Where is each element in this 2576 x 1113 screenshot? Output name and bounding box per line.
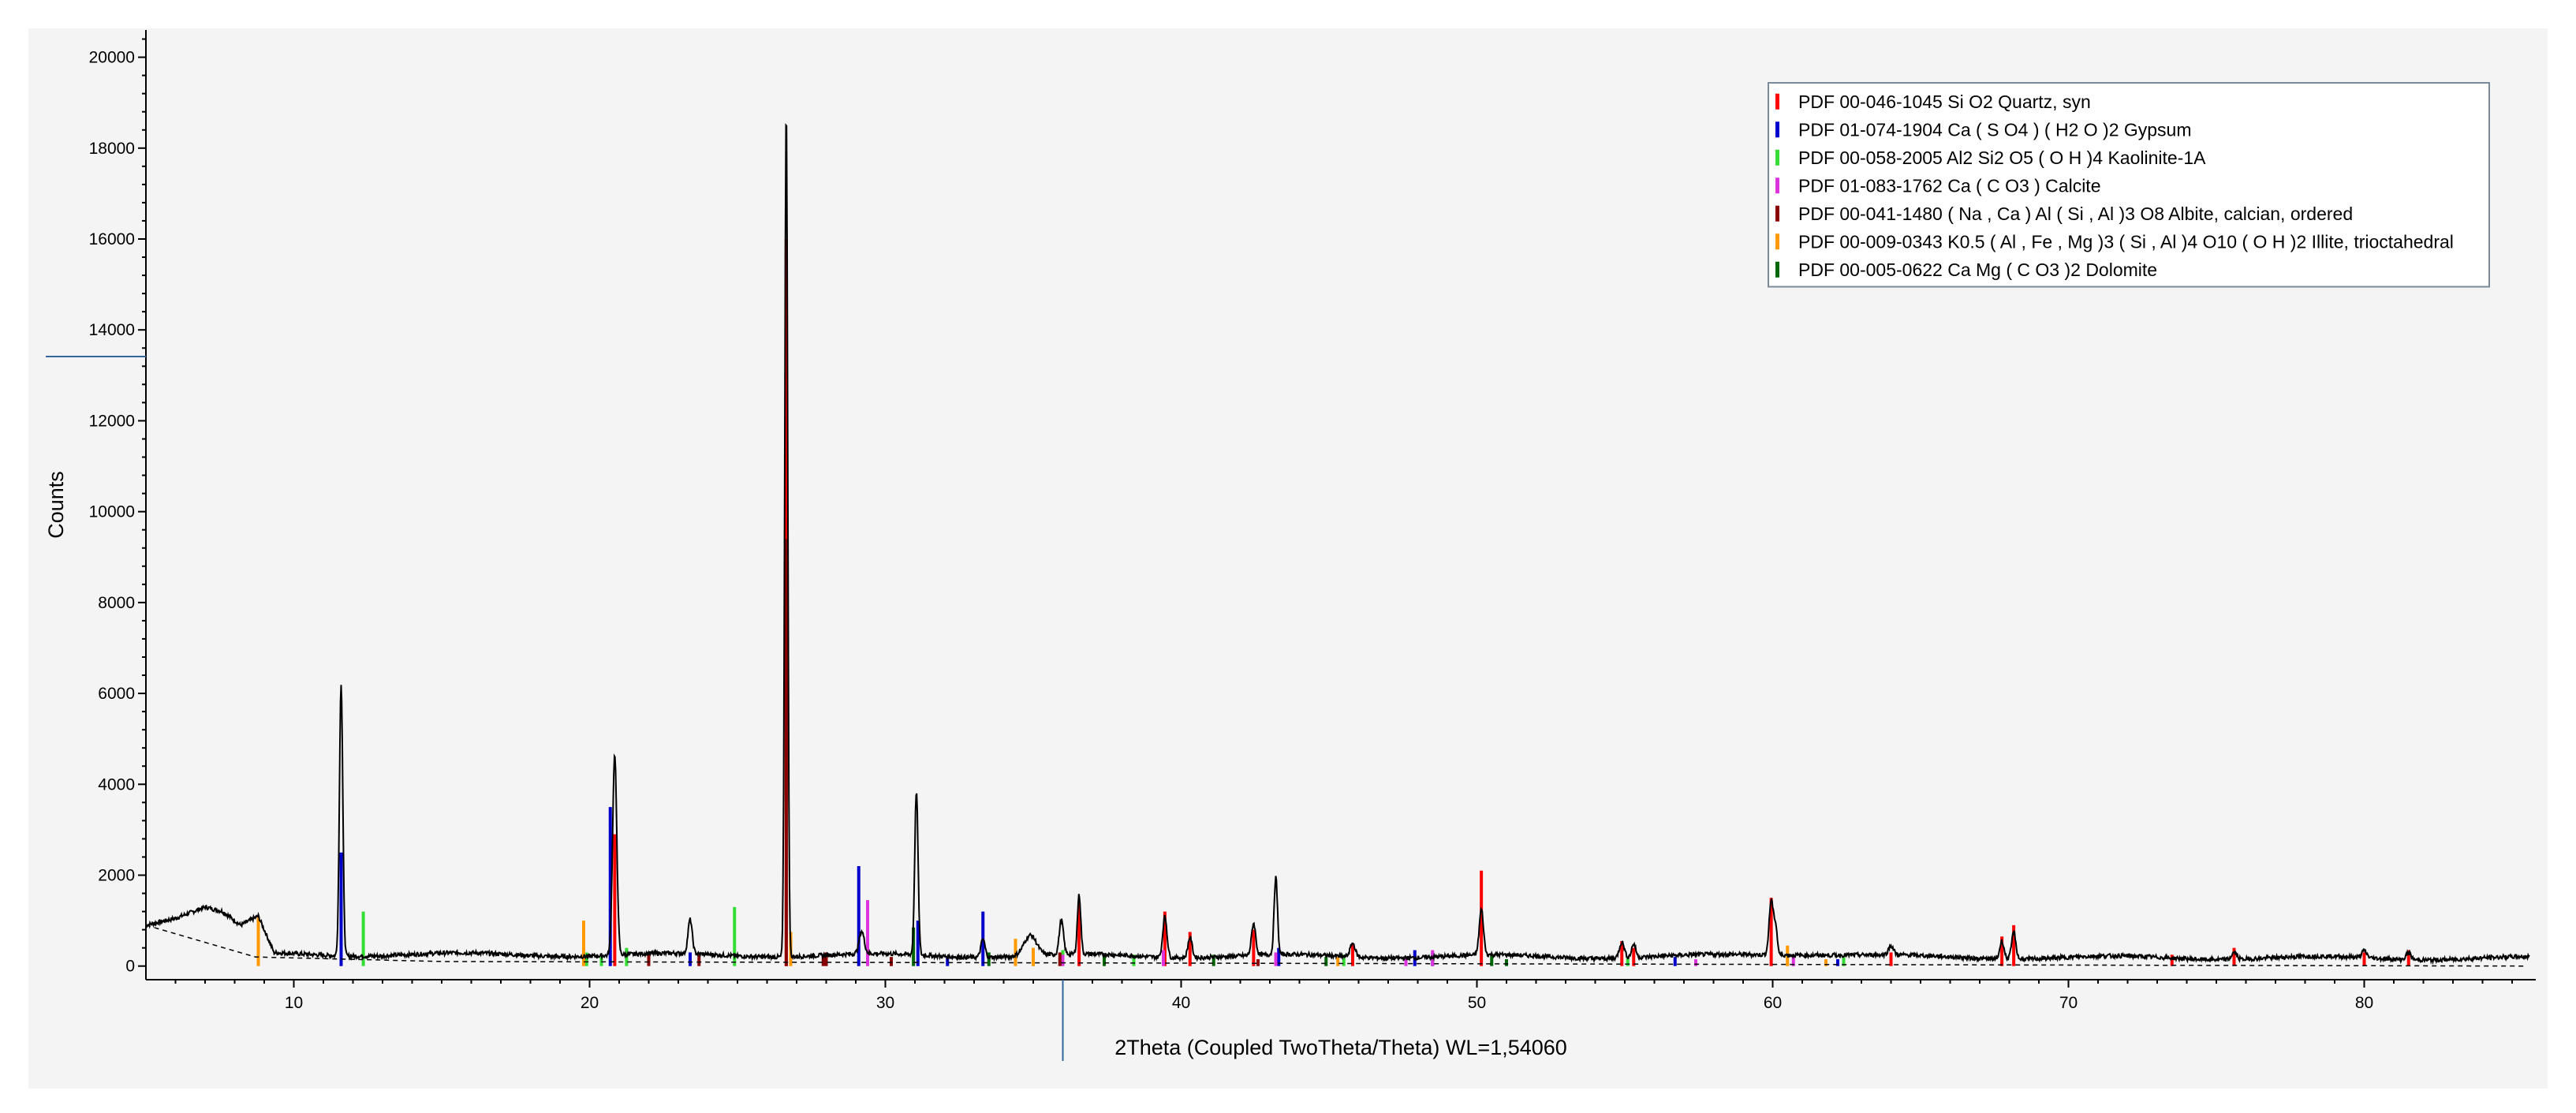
x-tick-label: 80 (2355, 994, 2373, 1012)
y-tick-label: 0 (125, 958, 135, 976)
legend-entry: PDF 00-009-0343 K0.5 ( Al , Fe , Mg )3 (… (1798, 231, 2454, 252)
y-tick-label: 4000 (98, 775, 135, 794)
labels-group: Counts 2Theta (Coupled TwoTheta/Theta) W… (44, 471, 1567, 1059)
y-axis-label: Counts (44, 471, 68, 539)
x-tick-label: 40 (1172, 994, 1190, 1012)
y-tick-label: 16000 (89, 230, 135, 248)
axes-group: 0 2000 4000 6000 8000 10000 12000 14000 16000 180… (46, 30, 2536, 1061)
legend-entry: PDF 01-074-1904 Ca ( S O4 ) ( H2 O )2 Gy… (1798, 119, 2192, 140)
y-tick-label: 10000 (89, 503, 135, 521)
legend-entry: PDF 00-046-1045 Si O2 Quartz, syn (1798, 92, 2091, 112)
legend-entry: PDF 00-005-0622 Ca Mg ( C O3 )2 Dolomite (1798, 260, 2157, 280)
y-tick-label: 12000 (89, 412, 135, 430)
pattern-group (145, 123, 2530, 967)
legend-swatch (1775, 93, 1779, 110)
x-axis-label: 2Theta (Coupled TwoTheta/Theta) WL=1,540… (1114, 1036, 1567, 1059)
legend-entry: PDF 00-041-1480 ( Na , Ca ) Al ( Si , Al… (1798, 204, 2353, 224)
y-tick-label: 6000 (98, 685, 135, 703)
legend-swatch (1775, 177, 1779, 194)
x-tick-label: 10 (285, 994, 303, 1012)
legend-entry: PDF 01-083-1762 Ca ( C O3 ) Calcite (1798, 175, 2101, 196)
measured-pattern-line (145, 123, 2530, 965)
y-tick-label: 14000 (89, 321, 135, 339)
legend-swatch (1775, 121, 1779, 138)
legend-swatch (1775, 261, 1779, 278)
y-tick-label: 18000 (89, 140, 135, 158)
legend-swatch (1775, 205, 1779, 222)
legend-swatch (1775, 149, 1779, 166)
legend-box (1768, 82, 2490, 288)
y-tick-label: 8000 (98, 594, 135, 612)
legend: PDF 00-046-1045 Si O2 Quartz, syn PDF 01-… (1768, 82, 2490, 288)
reference-peaks-group (256, 238, 2410, 966)
y-tick-label: 2000 (98, 867, 135, 885)
y-tick-label: 20000 (89, 49, 135, 67)
x-tick-label: 70 (2059, 994, 2078, 1012)
legend-swatch (1775, 233, 1779, 250)
x-tick-label: 50 (1468, 994, 1486, 1012)
x-tick-label: 30 (876, 994, 894, 1012)
legend-entry: PDF 00-058-2005 Al2 Si2 O5 ( O H )4 Kaol… (1798, 148, 2206, 168)
x-tick-label: 20 (581, 994, 599, 1012)
x-tick-label: 60 (1764, 994, 1782, 1012)
